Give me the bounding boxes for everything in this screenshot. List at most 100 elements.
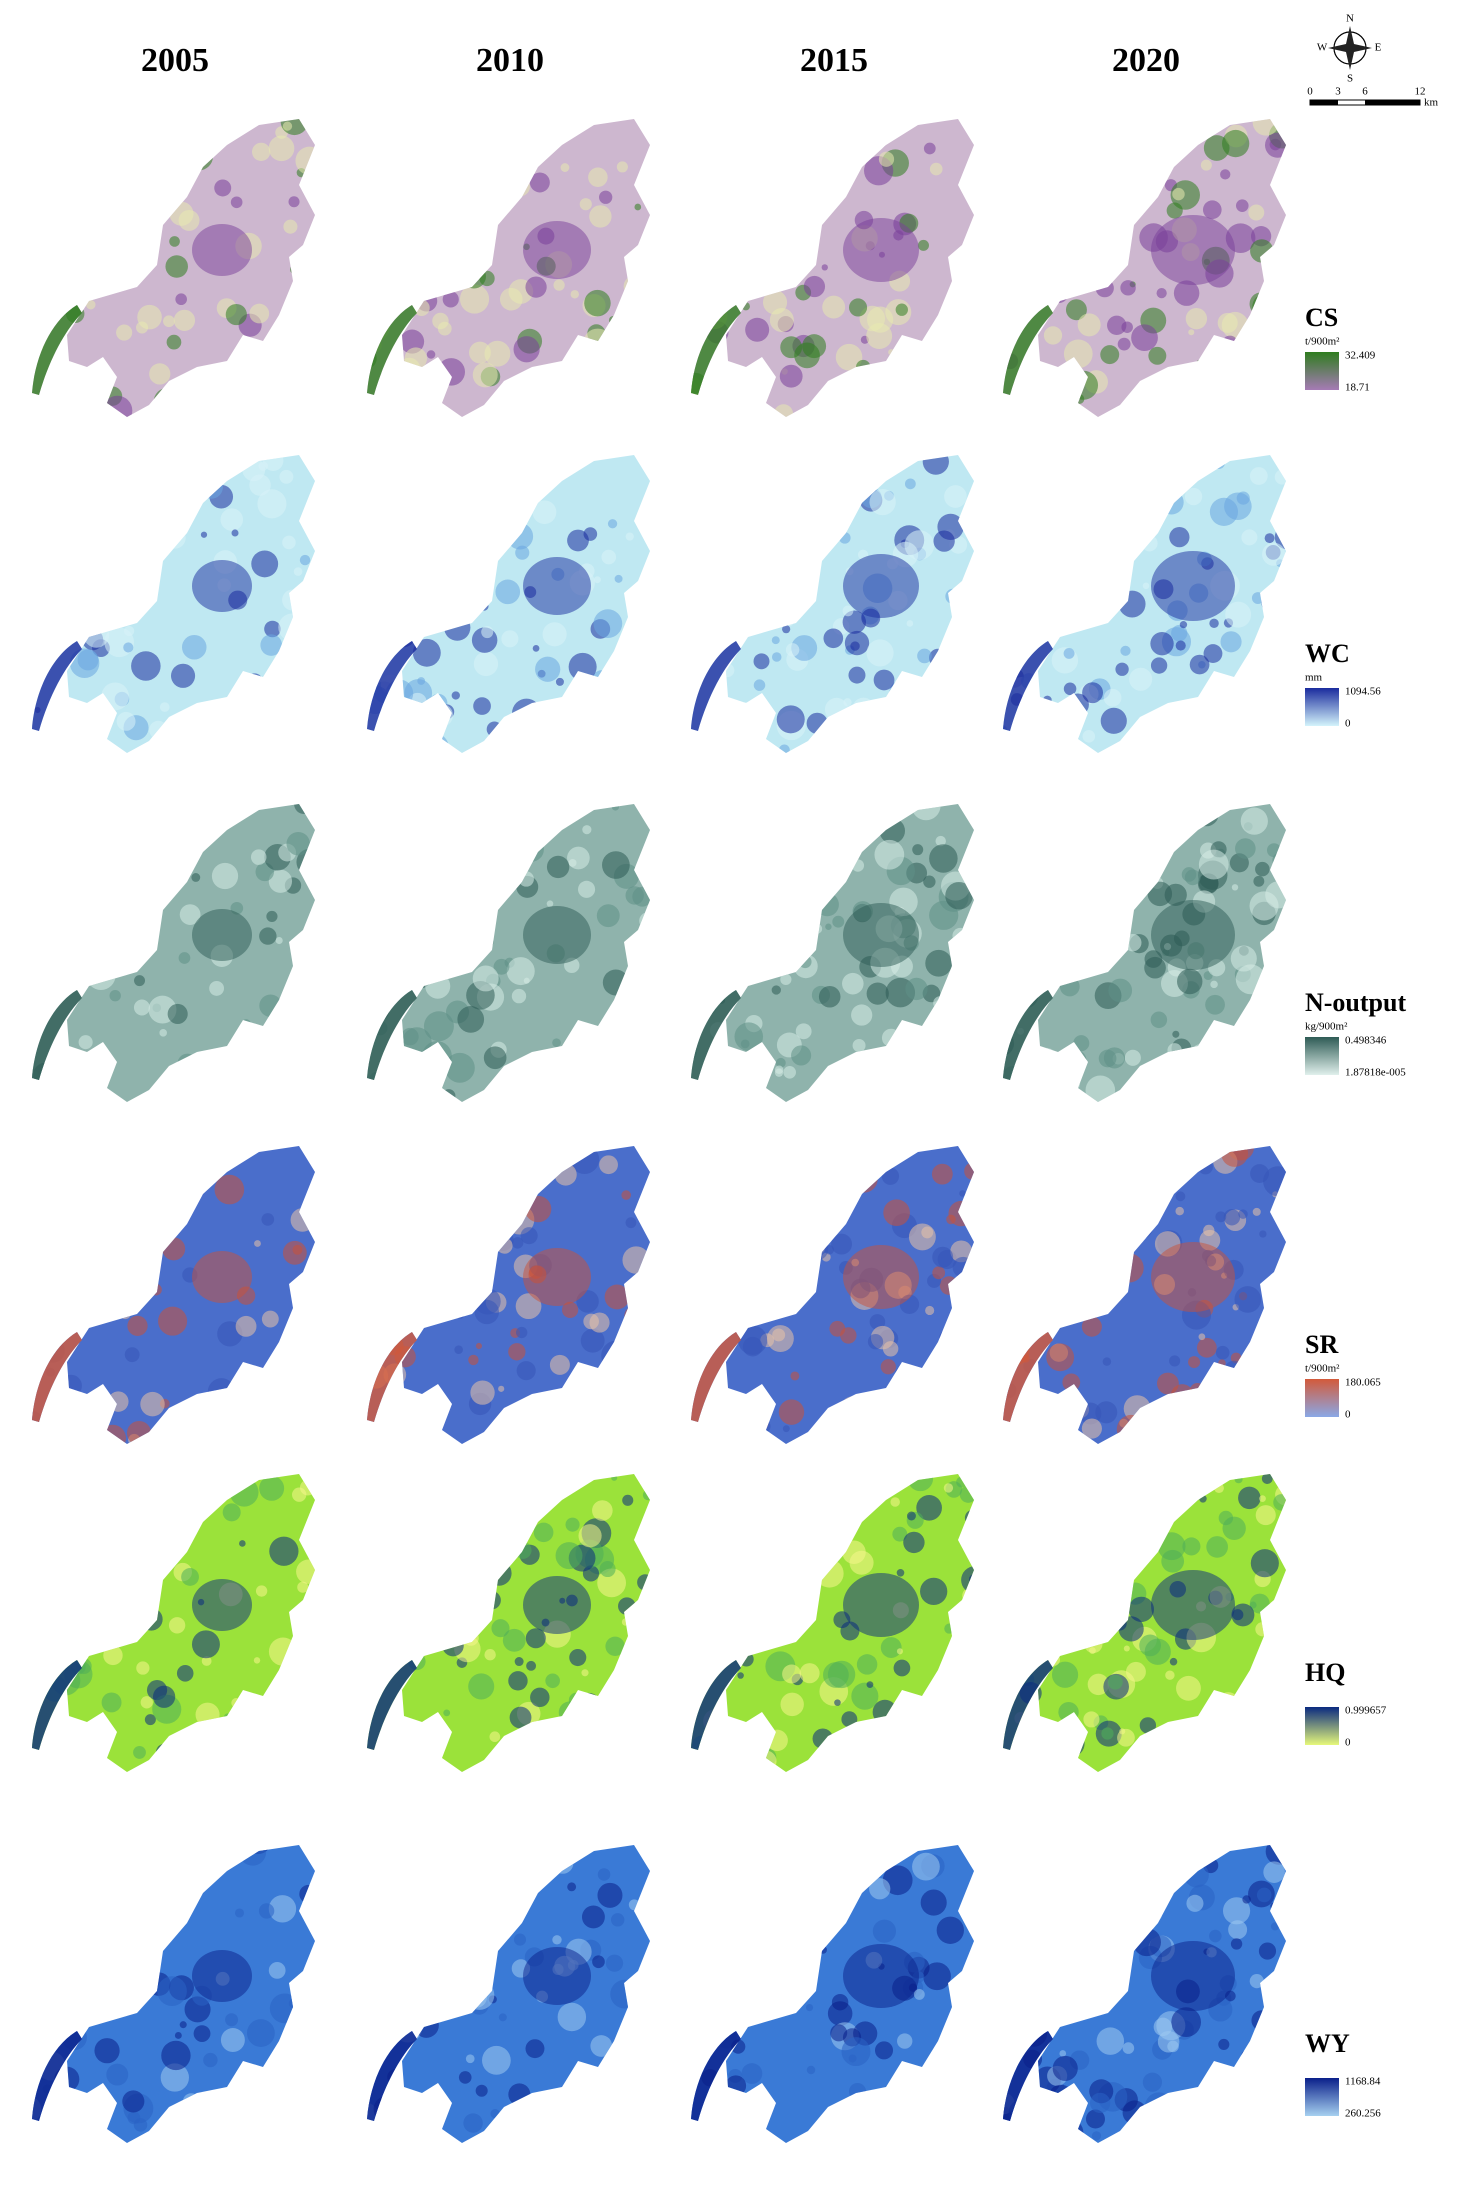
legend-max: 32.409: [1345, 350, 1376, 362]
patch: [555, 677, 564, 686]
patch: [56, 254, 76, 274]
patch: [159, 1029, 167, 1037]
patch: [1154, 2119, 1182, 2143]
patch: [567, 1063, 589, 1085]
patch: [1099, 479, 1117, 497]
patch: [741, 2063, 763, 2084]
patch: [280, 119, 309, 136]
patch: [191, 873, 201, 882]
patch: [873, 1429, 892, 1444]
patch: [965, 649, 974, 667]
patch: [478, 878, 488, 889]
patch: [423, 240, 441, 258]
patch: [769, 307, 794, 333]
patch: [409, 1877, 431, 1899]
patch: [508, 1343, 526, 1361]
patch: [751, 804, 774, 824]
patch: [593, 609, 623, 639]
patch: [808, 1922, 823, 1937]
legend-min: 0: [1345, 1409, 1351, 1421]
patch: [691, 1661, 716, 1687]
patch: [1221, 129, 1250, 158]
patch: [132, 804, 143, 813]
patch: [539, 1405, 553, 1419]
patch: [843, 1944, 919, 2008]
legend-unit: mm: [1305, 672, 1323, 684]
patch: [948, 1689, 960, 1701]
patch: [1250, 337, 1270, 356]
scale-unit: km: [1424, 97, 1439, 109]
patch: [523, 221, 591, 279]
patch: [506, 957, 535, 986]
patch: [1191, 377, 1203, 390]
patch: [148, 1516, 169, 1537]
patch: [866, 639, 894, 667]
patch: [1251, 592, 1264, 605]
patch: [393, 130, 402, 139]
patch: [1003, 126, 1011, 142]
patch: [582, 825, 592, 835]
patch: [162, 1146, 182, 1155]
patch: [451, 535, 458, 542]
patch: [281, 1364, 307, 1391]
patch: [443, 1217, 470, 1244]
patch: [168, 1617, 186, 1634]
patch: [401, 491, 413, 502]
patch: [108, 1391, 129, 1412]
patch: [1044, 1250, 1063, 1269]
patch: [593, 576, 601, 584]
patch: [1050, 1728, 1068, 1746]
patch: [1115, 662, 1129, 676]
patch: [511, 177, 530, 197]
patch: [1247, 2077, 1277, 2107]
patch: [1100, 1269, 1113, 1282]
patch: [1089, 2092, 1111, 2114]
patch: [101, 216, 118, 233]
patch: [1059, 2050, 1067, 2057]
patch: [77, 1877, 104, 1905]
patch: [288, 1998, 299, 2009]
patch: [1141, 535, 1158, 552]
patch: [568, 1692, 584, 1708]
patch: [1010, 1189, 1035, 1213]
patch: [246, 673, 263, 691]
patch: [525, 1628, 546, 1649]
patch: [283, 219, 298, 234]
patch: [404, 347, 427, 370]
patch: [259, 1475, 285, 1501]
year-label: 2015: [800, 42, 868, 79]
patch: [59, 738, 83, 753]
patch: [1054, 1146, 1064, 1155]
patch: [1252, 119, 1280, 136]
patch: [856, 119, 871, 124]
patch: [106, 1870, 135, 1900]
patch: [1223, 1208, 1241, 1226]
patch: [847, 1873, 857, 1883]
patch: [1265, 1845, 1286, 1865]
patch: [924, 1037, 955, 1068]
patch: [109, 990, 121, 1002]
patch: [1095, 883, 1110, 898]
patch: [253, 1657, 261, 1664]
patch: [738, 2097, 757, 2116]
patch: [849, 1550, 874, 1575]
patch: [484, 1649, 496, 1661]
patch: [1098, 119, 1126, 147]
patch: [720, 1474, 738, 1487]
patch: [691, 141, 711, 169]
patch: [1175, 1191, 1186, 1202]
patch: [532, 500, 557, 525]
patch: [711, 894, 721, 903]
patch: [1003, 1595, 1011, 1606]
patch: [802, 1904, 825, 1927]
patch: [1159, 455, 1187, 470]
patch: [53, 581, 81, 609]
patch: [779, 364, 803, 388]
patch: [553, 279, 565, 291]
patch: [220, 2028, 245, 2053]
patch: [738, 1902, 751, 1914]
patch: [1155, 1752, 1186, 1772]
patch: [691, 1512, 710, 1536]
patch: [1255, 861, 1270, 877]
patch: [105, 579, 133, 606]
